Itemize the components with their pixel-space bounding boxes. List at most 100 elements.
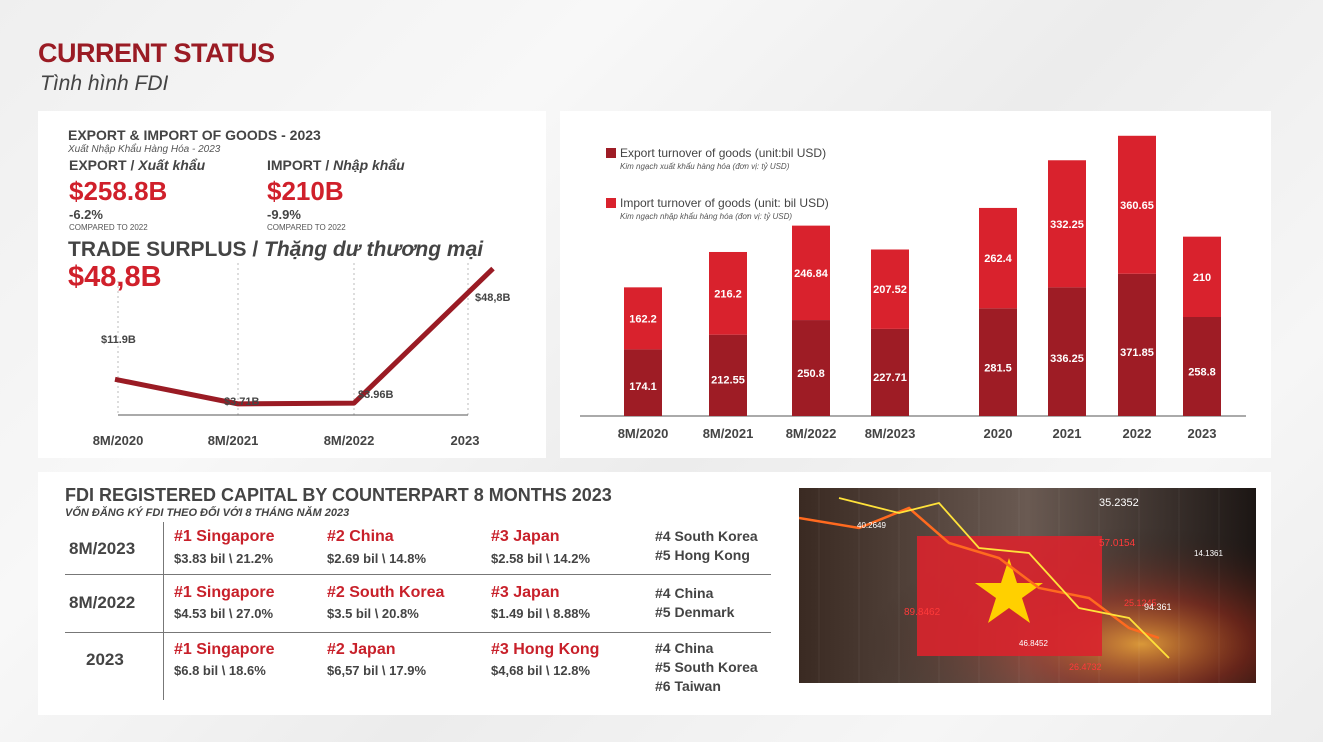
fdi-counterpart-value: $3.5 bil \ 20.8%: [327, 606, 419, 621]
import-label-vi: Nhập khẩu: [333, 157, 405, 173]
bar-export-label: 371.85: [1120, 347, 1154, 359]
line-tick-label: 8M/2022: [324, 433, 375, 448]
fdi-title: FDI REGISTERED CAPITAL BY COUNTERPART 8 …: [65, 485, 612, 505]
fdi-other-item: #5 Hong Kong: [655, 547, 750, 563]
import-label: IMPORT / Nhập khẩu: [267, 157, 405, 173]
bar-export: [1118, 273, 1156, 416]
fdi-other-item: #5 South Korea: [655, 659, 758, 675]
legend-label: Export turnover of goods (unit:bil USD): [620, 146, 826, 160]
bar-import-label: 207.52: [873, 284, 907, 296]
surplus-label: TRADE SURPLUS / Thặng dư thương mại: [68, 238, 484, 261]
fdi-counterpart-name: #2 South Korea: [327, 584, 445, 601]
bar-tick-label: 2023: [1188, 426, 1217, 441]
photo-ticker-number: 26.4732: [1069, 662, 1102, 672]
trade-title-vi: Xuất Nhập Khẩu Hàng Hóa - 2023: [68, 144, 221, 155]
photo-ticker-number: 94.361: [1144, 602, 1172, 612]
surplus-line-chart: $11.9B $3.71B $3.96B $48,8B 8M/2020 8M/2021 8M…: [93, 261, 511, 448]
bar-import: [979, 207, 1017, 309]
bar-import-label: 162.2: [629, 313, 657, 325]
photo-ticker-number: 25.1245: [1124, 598, 1157, 608]
bar-import: [1118, 135, 1156, 274]
bar-export: [1183, 316, 1221, 416]
bar-export: [624, 349, 662, 416]
bar-import: [1183, 236, 1221, 317]
bar-tick-label: 8M/2022: [786, 426, 837, 441]
fdi-counterpart-value: $4.53 bil \ 27.0%: [174, 606, 274, 621]
bar-import-label: 332.25: [1050, 219, 1084, 231]
fdi-other-counterparts: #4 South Korea #5 Hong Kong: [655, 527, 758, 565]
fdi-column-divider: [163, 522, 164, 700]
fdi-counterpart-value: $6.8 bil \ 18.6%: [174, 663, 266, 678]
page-title: CURRENT STATUS: [38, 38, 275, 68]
bar-export: [709, 334, 747, 416]
bar-import: [1048, 160, 1086, 288]
import-label-en: IMPORT: [267, 157, 322, 173]
fdi-row-period: 2023: [86, 650, 124, 669]
fdi-other-item: #4 China: [655, 585, 714, 601]
bar-export-label: 227.71: [873, 372, 907, 384]
fdi-other-counterparts: #4 China #5 Denmark: [655, 584, 734, 622]
bar-tick-label: 8M/2021: [703, 426, 754, 441]
line-data-label: $3.96B: [358, 389, 394, 401]
bar-tick-label: 8M/2023: [865, 426, 916, 441]
bar-export-label: 336.25: [1050, 353, 1084, 365]
line-data-label: $11.9B: [101, 334, 136, 346]
bar-import-label: 246.84: [794, 268, 829, 280]
turnover-bar-chart: 174.1 162.2 8M/2020 212.55 216.2 8M/2021 250.8…: [580, 135, 1246, 441]
fdi-other-item: #5 Denmark: [655, 604, 735, 620]
line-data-label: $3.71B: [224, 396, 260, 408]
photo-illustration: 35.2352 57.0154 25.1245 89.8462 40.2649 14.13…: [799, 488, 1256, 683]
trade-card: EXPORT & IMPORT OF GOODS - 2023 Xuất Nhậ…: [38, 111, 546, 458]
surplus-label-vi: Thặng dư thương mại: [264, 238, 484, 261]
page-subtitle: Tình hình FDI: [40, 72, 169, 95]
fdi-row-period: 8M/2022: [69, 593, 136, 612]
fdi-counterpart-name: #3 Japan: [491, 528, 560, 545]
line-data-label: $48,8B: [475, 292, 511, 304]
vietnam-flag-stock-chart-photo: 35.2352 57.0154 25.1245 89.8462 40.2649 14.13…: [799, 488, 1256, 683]
bar-export: [871, 328, 909, 416]
fdi-counterpart-value: $1.49 bil \ 8.88%: [491, 606, 591, 621]
export-value: $258.8B: [69, 176, 168, 206]
falling-trend-line: [799, 506, 1160, 640]
bar-export: [979, 308, 1017, 416]
fdi-counterpart-name: #3 Hong Kong: [491, 641, 600, 658]
bar-import: [624, 287, 662, 350]
export-change: -6.2%: [69, 207, 103, 222]
star-icon: [975, 558, 1043, 623]
fdi-row-divider-2: [65, 632, 771, 633]
trade-title: EXPORT & IMPORT OF GOODS - 2023: [68, 127, 321, 143]
bar-import-label: 210: [1193, 272, 1211, 284]
bar-export-label: 250.8: [797, 368, 825, 380]
falling-trend-line-2: [838, 497, 1170, 659]
bar-import: [792, 225, 830, 321]
fdi-counterpart-value: $2.58 bil \ 14.2%: [491, 551, 591, 566]
fdi-title-vi: VỐN ĐĂNG KÝ FDI THEO ĐỐI VỚI 8 THÁNG NĂM…: [65, 507, 350, 519]
fdi-counterpart-name: #1 Singapore: [174, 641, 275, 658]
fdi-row-divider-1: [65, 574, 771, 575]
export-compare: COMPARED TO 2022: [69, 223, 148, 232]
bar-export-label: 258.8: [1188, 366, 1216, 378]
bar-tick-label: 8M/2020: [618, 426, 669, 441]
fdi-counterpart-name: #1 Singapore: [174, 528, 275, 545]
turnover-card: 174.1 162.2 8M/2020 212.55 216.2 8M/2021 250.8…: [560, 111, 1271, 458]
fdi-counterpart-name: #1 Singapore: [174, 584, 275, 601]
photo-ticker-number: 57.0154: [1099, 538, 1136, 549]
line-tick-label: 8M/2021: [208, 433, 259, 448]
bar-export: [792, 320, 830, 416]
fdi-row-period: 8M/2023: [69, 539, 136, 558]
bar-export-label: 174.1: [629, 381, 657, 393]
legend-label-vi: Kim ngạch nhập khẩu hàng hóa (đơn vị: tỷ…: [620, 212, 792, 221]
bar-tick-label: 2021: [1053, 426, 1082, 441]
legend-swatch: [606, 148, 616, 158]
bar-export-label: 281.5: [984, 363, 1012, 375]
photo-ticker-number: 40.2649: [857, 521, 886, 530]
bar-import: [709, 251, 747, 335]
import-change: -9.9%: [267, 207, 301, 222]
fdi-counterpart-name: #3 Japan: [491, 584, 560, 601]
fdi-counterpart-value: $4,68 bil \ 12.8%: [491, 663, 591, 678]
fdi-counterpart-name: #2 China: [327, 528, 394, 545]
fdi-card: FDI REGISTERED CAPITAL BY COUNTERPART 8 …: [38, 472, 1271, 715]
legend-label: Import turnover of goods (unit: bil USD): [620, 196, 829, 210]
import-value: $210B: [267, 176, 344, 206]
bar-import-label: 360.65: [1120, 200, 1154, 212]
